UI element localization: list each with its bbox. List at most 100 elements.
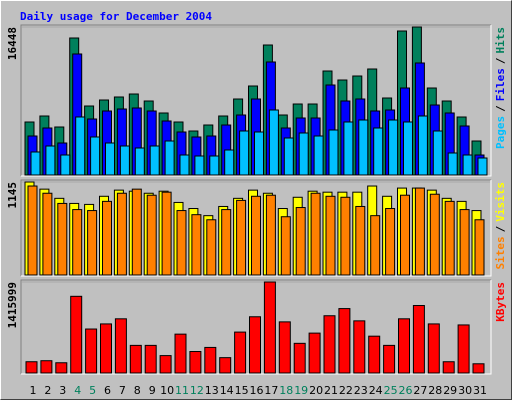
panel-frame-dark xyxy=(20,179,491,276)
bar xyxy=(236,199,247,276)
bar xyxy=(209,155,220,176)
bar xyxy=(189,351,202,374)
bar xyxy=(457,324,470,374)
bar xyxy=(239,130,250,176)
x-tick-label: 7 xyxy=(119,384,126,397)
bar xyxy=(45,145,56,176)
bar xyxy=(129,344,142,374)
bar xyxy=(30,151,41,176)
bar xyxy=(323,315,336,374)
x-tick-label: 18 xyxy=(279,384,293,397)
bar xyxy=(70,295,83,374)
x-tick-label: 24 xyxy=(369,384,383,397)
bar xyxy=(338,308,351,374)
x-tick-label: 1 xyxy=(30,384,37,397)
bar xyxy=(254,131,264,176)
x-tick-label: 2 xyxy=(44,384,51,397)
chart-title: Daily usage for December 2004 xyxy=(20,10,212,23)
legend-entry: Hits xyxy=(494,27,507,54)
bar xyxy=(174,333,187,374)
bar xyxy=(340,196,351,276)
bar xyxy=(57,202,68,276)
bar xyxy=(293,342,306,374)
bar xyxy=(144,344,157,374)
x-tick-label: 8 xyxy=(134,384,141,397)
bar xyxy=(472,363,485,374)
legend: Pages / Files / Hits xyxy=(494,27,507,149)
x-tick-label: 28 xyxy=(428,384,442,397)
x-tick-label: 23 xyxy=(354,384,368,397)
x-tick-label: 14 xyxy=(220,384,234,397)
bar xyxy=(400,194,410,276)
bar xyxy=(368,335,381,374)
bar xyxy=(25,361,38,374)
bar xyxy=(221,209,232,276)
panel-frame-light xyxy=(21,25,492,177)
bar xyxy=(105,142,115,176)
bar xyxy=(432,130,443,176)
bar xyxy=(298,132,309,176)
bar xyxy=(477,157,488,176)
y-tick-label: 1415999 xyxy=(6,282,19,328)
bar xyxy=(116,192,127,276)
legend-entry: Files xyxy=(494,68,507,101)
x-tick-label: 12 xyxy=(190,384,204,397)
bar xyxy=(114,318,127,374)
bar xyxy=(100,323,112,374)
x-tick-label: 22 xyxy=(339,384,353,397)
bar xyxy=(60,154,71,176)
bar xyxy=(429,193,440,276)
x-tick-label: 21 xyxy=(324,384,338,397)
legend-entry: Visits xyxy=(494,182,507,222)
y-tick-label: 1145 xyxy=(6,182,19,209)
x-tick-label: 25 xyxy=(384,384,398,397)
bar xyxy=(328,129,339,176)
x-tick-label: 10 xyxy=(160,384,174,397)
bar xyxy=(176,210,187,276)
bar xyxy=(353,320,366,374)
x-tick-label: 27 xyxy=(413,384,427,397)
bar xyxy=(462,154,473,176)
bar xyxy=(224,149,235,176)
bar xyxy=(268,109,279,176)
bar xyxy=(265,194,276,276)
bar xyxy=(278,321,291,374)
bar xyxy=(219,357,232,374)
legend-entry: KBytes xyxy=(494,282,507,322)
bar xyxy=(119,145,130,176)
panel-frame-dark xyxy=(20,279,491,374)
bar xyxy=(204,346,217,374)
bar xyxy=(263,281,276,374)
bar xyxy=(179,154,190,176)
bar xyxy=(194,155,205,176)
legend-entry: Pages xyxy=(494,116,507,149)
bar xyxy=(313,135,324,176)
panel-frame-dark xyxy=(20,24,491,176)
bar xyxy=(310,192,321,276)
bar xyxy=(55,362,68,374)
bar xyxy=(102,200,112,276)
x-tick-label: 5 xyxy=(89,384,96,397)
bar xyxy=(149,145,160,176)
bar xyxy=(403,121,413,176)
x-tick-label: 20 xyxy=(309,384,323,397)
x-tick-label: 31 xyxy=(473,384,487,397)
bar xyxy=(427,323,440,374)
legend-separator: / xyxy=(494,225,507,232)
bar xyxy=(90,136,101,176)
legend-entry: Sites xyxy=(494,236,507,269)
x-tick-label: 15 xyxy=(235,384,249,397)
bar xyxy=(459,209,470,276)
legend-separator: / xyxy=(494,57,507,64)
x-tick-label: 9 xyxy=(149,384,156,397)
bar xyxy=(131,188,142,276)
x-tick-label: 17 xyxy=(264,384,278,397)
bar xyxy=(40,360,53,374)
bar xyxy=(414,187,425,276)
bar xyxy=(442,361,455,374)
legend: KBytes xyxy=(494,282,507,322)
bar xyxy=(27,185,38,276)
